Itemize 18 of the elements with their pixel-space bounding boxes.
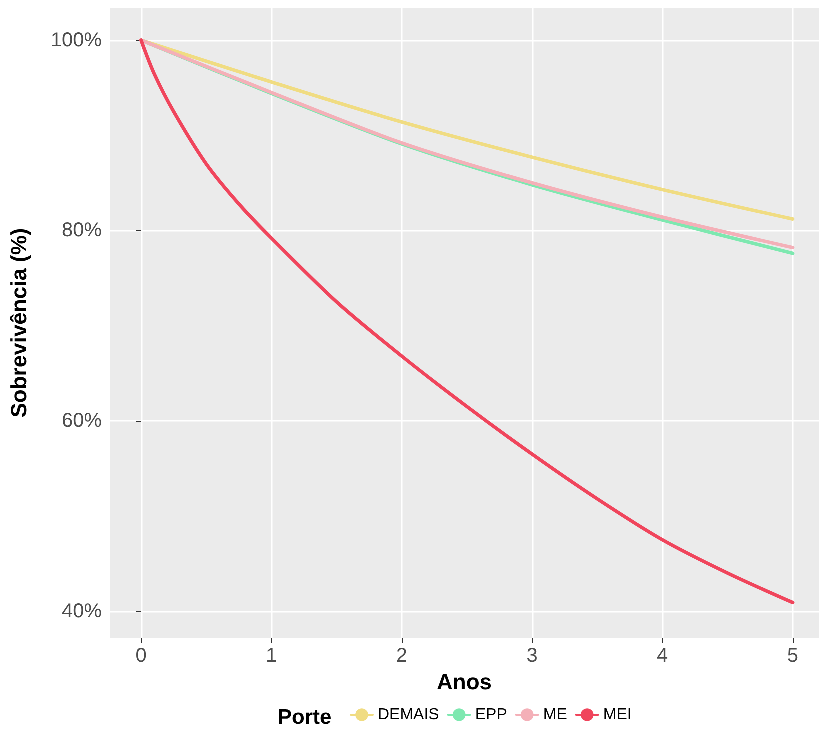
- y-tick-label: 60%: [62, 410, 102, 432]
- line-series: [140, 38, 795, 605]
- x-tick-label: 4: [657, 645, 668, 667]
- legend-label: ME: [543, 706, 568, 724]
- legend-label: DEMAIS: [378, 706, 440, 724]
- y-axis-title: Sobrevivência (%): [6, 228, 32, 418]
- x-tick-label: 3: [526, 645, 538, 667]
- x-tick-label: 2: [396, 645, 408, 667]
- x-tick-label: 0: [136, 645, 147, 667]
- y-tick-label: 80%: [62, 220, 102, 242]
- legend-label: EPP: [475, 706, 508, 724]
- y-tick-label: 40%: [62, 600, 102, 622]
- x-axis-title: Anos: [437, 669, 492, 694]
- y-tick-label: 100%: [50, 29, 102, 52]
- legend-title: Porte: [278, 706, 332, 729]
- x-tick-label: 5: [787, 645, 798, 667]
- legend-label: MEI: [603, 706, 632, 724]
- x-tick-label: 1: [266, 645, 278, 667]
